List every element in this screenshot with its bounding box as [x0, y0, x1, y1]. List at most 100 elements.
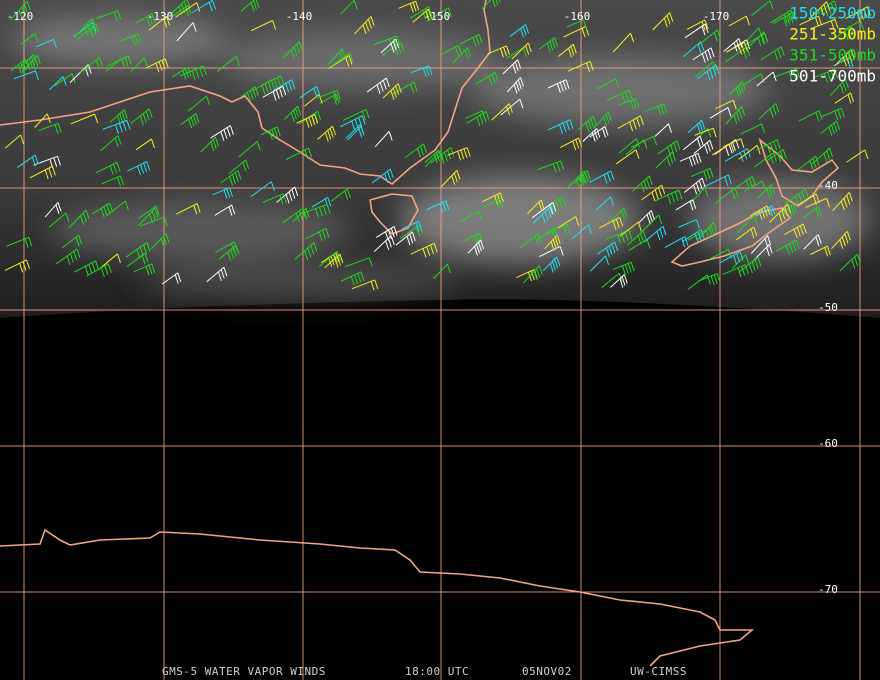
wind-barb: [424, 149, 443, 164]
wind-barb: [820, 107, 845, 121]
wind-barb: [214, 204, 236, 216]
wind-barb: [736, 215, 758, 234]
wind-barb: [694, 127, 717, 138]
wind-barb: [33, 155, 61, 169]
wind-barb: [736, 226, 758, 241]
wind-barb: [766, 149, 787, 163]
wind-barb: [845, 6, 871, 22]
wind-barb: [610, 274, 628, 288]
wind-barb: [820, 120, 841, 137]
wind-barb: [101, 175, 124, 187]
wind-barb: [319, 93, 340, 105]
wind-barb: [340, 115, 366, 131]
wind-barb: [687, 119, 706, 134]
wind-barb: [401, 220, 423, 232]
wind-barb: [544, 234, 561, 251]
wind-barb: [73, 260, 100, 276]
wind-barb: [375, 226, 398, 241]
wind-barb: [589, 170, 615, 184]
wind-barb: [756, 205, 776, 217]
wind-barbs: [4, 0, 871, 291]
latitude-label: -60: [818, 437, 838, 450]
wind-barb: [846, 149, 869, 163]
coastlines: [0, 0, 840, 667]
wind-barb: [557, 216, 580, 229]
wind-barb: [342, 109, 370, 121]
wind-barb: [187, 95, 210, 112]
wind-barb: [238, 141, 261, 158]
wind-barb: [487, 45, 510, 58]
wind-barb: [772, 11, 797, 27]
wind-barb: [747, 31, 768, 49]
wind-barb: [547, 79, 570, 93]
wind-barb: [16, 154, 39, 168]
longitude-label: -160: [564, 10, 591, 23]
wind-barb: [675, 199, 697, 211]
wind-barb: [125, 242, 151, 259]
wind-barb: [392, 81, 418, 95]
wind-barb: [296, 114, 319, 128]
wind-barb: [612, 261, 635, 275]
wind-barb: [382, 83, 402, 100]
wind-barb: [541, 196, 567, 212]
legend-entry: 251-350mb: [789, 25, 876, 44]
wind-barb: [68, 209, 90, 229]
wind-barb: [109, 109, 128, 125]
wind-barb: [709, 107, 732, 119]
wind-barb: [305, 227, 330, 241]
wind-barb: [380, 38, 400, 54]
wind-barb: [138, 207, 159, 226]
wind-barb: [750, 235, 772, 254]
wind-barb: [330, 52, 354, 68]
wind-barb: [260, 75, 285, 89]
wind-barb: [599, 216, 624, 230]
wind-barb: [21, 55, 41, 73]
wind-barb: [55, 248, 81, 266]
wind-barb: [240, 0, 260, 12]
wind-barb: [546, 223, 571, 235]
wind-barb: [172, 66, 192, 80]
wind-barb: [148, 15, 171, 31]
wind-barb: [724, 148, 751, 162]
wind-barb: [631, 135, 658, 148]
wind-barb: [140, 216, 168, 227]
wind-barb: [628, 239, 651, 251]
wind-barb: [679, 152, 702, 167]
wind-barb: [284, 105, 302, 122]
wind-barb: [829, 78, 849, 97]
wind-barb: [169, 0, 191, 16]
wind-barb: [328, 55, 353, 69]
wind-barb: [150, 233, 170, 250]
wind-barb: [344, 257, 373, 268]
wind-barb: [462, 232, 483, 245]
wind-barb: [729, 81, 746, 97]
wind-barb: [426, 7, 452, 22]
wind-barb: [686, 19, 709, 31]
longitude-label: -170: [703, 10, 730, 23]
new-zealand-north: [758, 137, 840, 207]
wind-barb: [395, 231, 416, 246]
wind-barb: [719, 251, 744, 265]
wind-barb: [466, 110, 490, 127]
wind-barb: [272, 79, 296, 93]
wind-barb: [220, 170, 242, 186]
wind-barb: [832, 26, 855, 41]
wind-barb: [282, 41, 303, 59]
wind-barb: [539, 246, 564, 258]
wind-barb: [690, 167, 714, 181]
wind-barb: [20, 33, 39, 45]
wind-barb: [577, 115, 597, 132]
footer-text: 18:00 UTC: [405, 665, 469, 678]
wind-barb: [619, 221, 642, 237]
wind-barb: [102, 119, 131, 134]
wind-barb: [176, 22, 197, 42]
wind-barb: [832, 191, 853, 212]
wind-barb: [161, 272, 182, 285]
wind-barb: [4, 134, 25, 149]
wind-barb: [797, 155, 820, 171]
wind-barb: [294, 242, 318, 260]
wind-barb: [351, 279, 379, 291]
wind-barb: [216, 56, 240, 72]
wind-barb: [75, 18, 96, 36]
